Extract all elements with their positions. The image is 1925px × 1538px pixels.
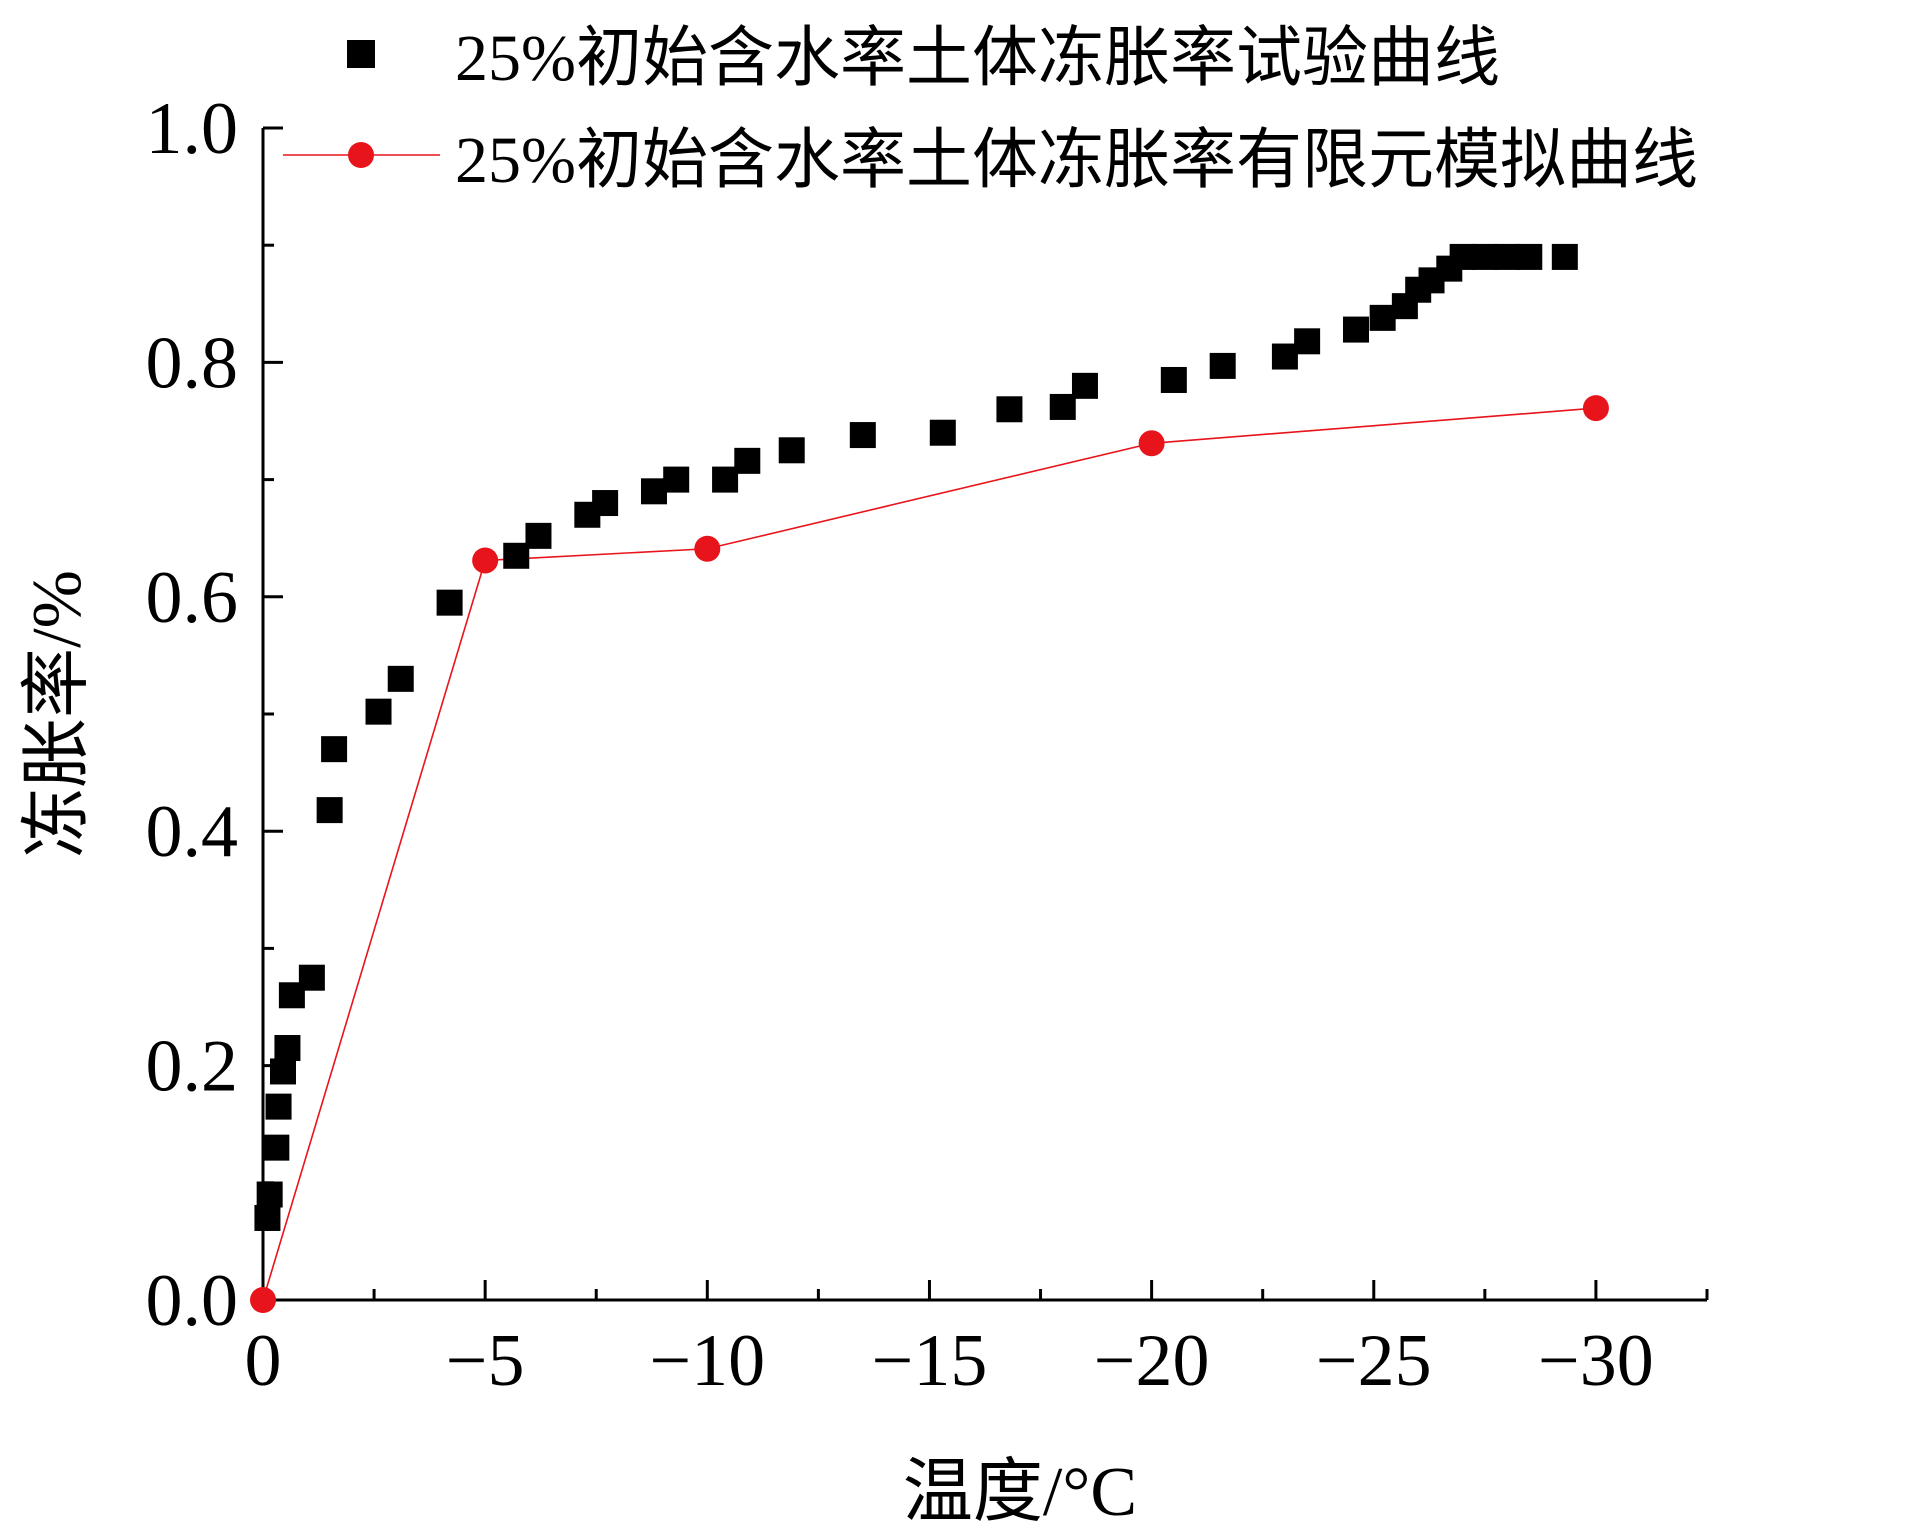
experimental-point bbox=[436, 589, 463, 616]
experimental-point bbox=[1471, 243, 1498, 270]
x-tick-label: 0 bbox=[245, 1320, 282, 1402]
simulation-point bbox=[472, 547, 499, 574]
experimental-point bbox=[929, 419, 956, 446]
experimental-point bbox=[269, 1058, 296, 1085]
experimental-point bbox=[1449, 243, 1476, 270]
y-tick-label: 1.0 bbox=[146, 88, 239, 170]
x-tick-label: −10 bbox=[649, 1320, 765, 1402]
experimental-point bbox=[1271, 343, 1298, 370]
legend-marker-circle bbox=[348, 142, 374, 168]
experimental-point bbox=[525, 522, 552, 549]
plot-area bbox=[250, 243, 1609, 1313]
y-axis-title: 冻胀率/% bbox=[19, 570, 96, 858]
experimental-point bbox=[365, 698, 392, 725]
experimental-point bbox=[274, 1035, 301, 1062]
experimental-point bbox=[778, 437, 805, 464]
x-tick-label: −30 bbox=[1538, 1320, 1654, 1402]
experimental-point bbox=[503, 542, 530, 569]
x-axis-title: 温度/°C bbox=[903, 1454, 1137, 1531]
experimental-point bbox=[265, 1093, 292, 1120]
experimental-series-markers bbox=[254, 243, 1578, 1231]
y-tick-label: 0.2 bbox=[146, 1026, 239, 1108]
experimental-point bbox=[1160, 366, 1187, 393]
y-tick-label: 0.6 bbox=[146, 557, 239, 639]
experimental-point bbox=[1294, 328, 1321, 355]
y-tick-label: 0.8 bbox=[146, 322, 239, 404]
experimental-point bbox=[321, 736, 348, 763]
experimental-point bbox=[387, 665, 414, 692]
y-ticks bbox=[263, 126, 283, 1302]
axes: 0 −5 −10 −15 −20 −25 −30 0.0 0.2 0.4 0.6 0.8 1.0 bbox=[146, 88, 1709, 1402]
legend: 25%初始含水率土体冻胀率试验曲线 25%初始含水率土体冻胀率有限元模拟曲线 bbox=[283, 22, 1698, 197]
y-tick-label: 0.4 bbox=[146, 791, 239, 873]
experimental-point bbox=[1049, 393, 1076, 420]
x-tick-labels: 0 −5 −10 −15 −20 −25 −30 bbox=[245, 1320, 1654, 1402]
experimental-point bbox=[849, 422, 876, 449]
experimental-point bbox=[1494, 243, 1521, 270]
experimental-point bbox=[734, 447, 761, 474]
experimental-point bbox=[1551, 243, 1578, 270]
y-tick-labels: 0.0 0.2 0.4 0.6 0.8 1.0 bbox=[146, 88, 239, 1342]
legend-marker-square bbox=[347, 40, 375, 68]
experimental-point bbox=[712, 466, 739, 493]
experimental-point bbox=[996, 396, 1023, 423]
legend-item-experimental: 25%初始含水率土体冻胀率试验曲线 bbox=[347, 22, 1500, 95]
x-ticks bbox=[261, 1280, 1709, 1300]
experimental-point bbox=[1516, 243, 1543, 270]
simulation-point bbox=[694, 535, 721, 562]
experimental-point bbox=[254, 1204, 281, 1231]
simulation-series-markers bbox=[250, 395, 1609, 1313]
simulation-series-line-group bbox=[262, 407, 1596, 1301]
simulation-series-line bbox=[262, 407, 1596, 1301]
experimental-point bbox=[1071, 372, 1098, 399]
experimental-point bbox=[663, 466, 690, 493]
simulation-point bbox=[1582, 395, 1609, 422]
legend-label-experimental: 25%初始含水率土体冻胀率试验曲线 bbox=[455, 22, 1500, 95]
experimental-point bbox=[1369, 304, 1396, 331]
experimental-point bbox=[1342, 316, 1369, 343]
legend-item-simulation: 25%初始含水率土体冻胀率有限元模拟曲线 bbox=[283, 124, 1698, 197]
experimental-point bbox=[316, 797, 343, 824]
experimental-point bbox=[256, 1181, 283, 1208]
simulation-point bbox=[250, 1287, 276, 1313]
y-tick-label: 0.0 bbox=[146, 1260, 239, 1342]
experimental-point bbox=[592, 490, 619, 517]
experimental-point bbox=[298, 964, 325, 991]
simulation-point bbox=[1138, 430, 1165, 457]
x-tick-label: −5 bbox=[446, 1320, 525, 1402]
x-tick-label: −15 bbox=[872, 1320, 988, 1402]
experimental-point bbox=[1209, 352, 1236, 379]
legend-label-simulation: 25%初始含水率土体冻胀率有限元模拟曲线 bbox=[455, 124, 1698, 197]
experimental-point bbox=[640, 478, 667, 505]
x-tick-label: −20 bbox=[1094, 1320, 1210, 1402]
x-tick-label: −25 bbox=[1316, 1320, 1432, 1402]
experimental-point bbox=[263, 1134, 290, 1161]
